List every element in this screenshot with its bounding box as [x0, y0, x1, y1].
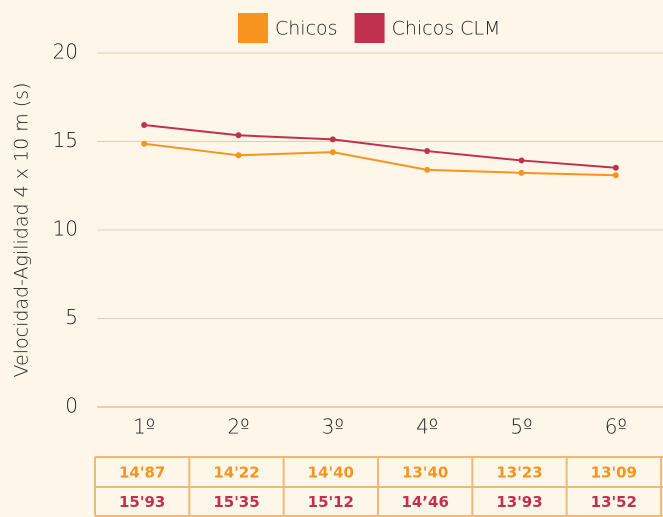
table-cell: 14'40 [308, 464, 354, 482]
table-cell: 13'40 [402, 464, 448, 482]
series-line [144, 124, 616, 169]
point [612, 164, 619, 171]
point [518, 169, 525, 176]
point [235, 132, 242, 139]
table-cell: 14'87 [119, 464, 165, 482]
x-tick-label: 2º [227, 415, 249, 439]
y-tick-label: 10 [53, 217, 78, 241]
point [424, 166, 431, 173]
y-tick-label: 15 [53, 128, 78, 152]
table-cell: 13'23 [496, 464, 542, 482]
table-cell: 13'93 [496, 493, 542, 511]
point [235, 152, 242, 159]
table-cell: 14’46 [401, 493, 448, 511]
legend-swatch [354, 13, 385, 43]
x-tick-label: 1º [133, 415, 155, 439]
x-tick-label: 4º [416, 415, 438, 439]
x-tick-label: 3º [322, 415, 344, 439]
point [329, 149, 336, 156]
legend-label: Chicos [275, 18, 338, 40]
point [518, 157, 525, 164]
point [424, 148, 431, 155]
y-tick-label: 0 [65, 394, 78, 418]
point [141, 140, 148, 147]
x-tick-label: 5º [510, 415, 532, 439]
table-cell: 13'52 [591, 493, 637, 511]
point [141, 122, 148, 129]
series-line [144, 142, 616, 177]
table-cell: 15'12 [308, 493, 354, 511]
y-tick-label: 5 [65, 305, 78, 329]
table-cell: 13'09 [591, 464, 637, 482]
y-tick-label: 20 [53, 40, 78, 64]
point [329, 136, 336, 143]
table-cell: 15'35 [213, 493, 259, 511]
x-tick-label: 6º [605, 415, 627, 439]
table-cell: 15'93 [119, 493, 165, 511]
y-axis-label: Velocidad-Agilidad 4 x 10 m (s) [11, 83, 33, 378]
legend-label: Chicos CLM [392, 18, 501, 40]
table-cell: 14'22 [213, 464, 259, 482]
point [612, 172, 619, 179]
legend-swatch [238, 13, 268, 43]
